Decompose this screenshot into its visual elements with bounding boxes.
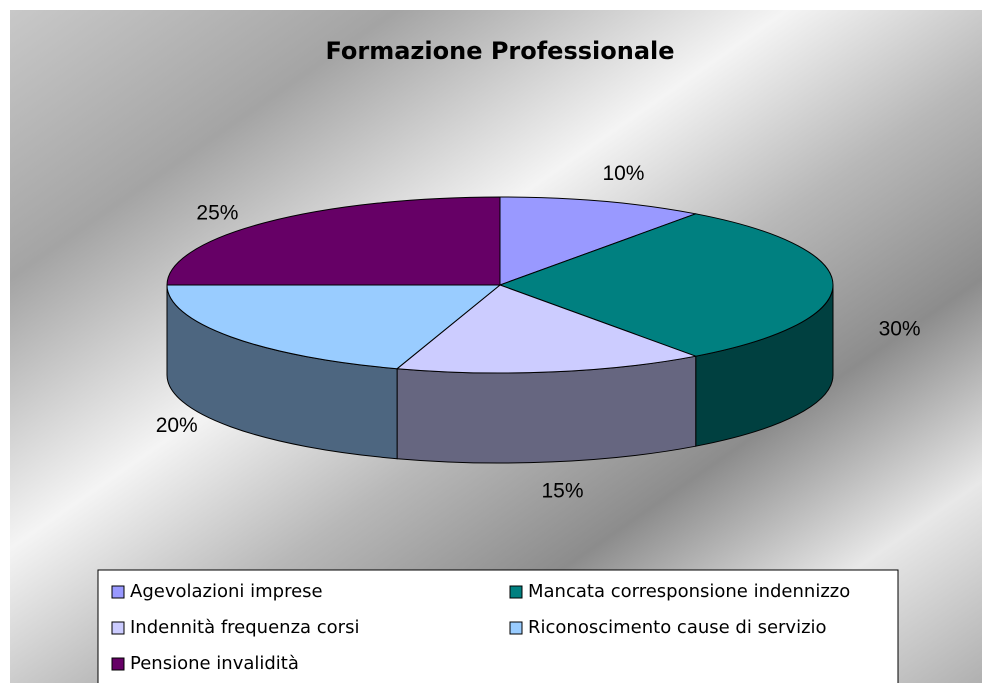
legend-label: Indennità frequenza corsi bbox=[130, 617, 359, 638]
legend-swatch bbox=[111, 621, 125, 635]
legend-label: Pensione invalidità bbox=[130, 653, 299, 674]
legend-box bbox=[97, 569, 899, 683]
legend-swatch bbox=[509, 585, 523, 599]
pie-slice bbox=[498, 213, 834, 357]
pie: 10% 30% 15% 20% 25% bbox=[156, 162, 921, 503]
legend-label: Riconoscimento cause di servizio bbox=[528, 617, 827, 638]
data-label: 25% bbox=[196, 202, 238, 225]
data-label: 20% bbox=[156, 414, 198, 437]
pie-slice bbox=[395, 284, 698, 374]
legend-swatch bbox=[111, 657, 125, 671]
legend-label: Agevolazioni imprese bbox=[130, 581, 323, 602]
chart-title: Formazione Professionale bbox=[325, 37, 674, 65]
legend-label: Mancata corresponsione indennizzo bbox=[528, 581, 850, 602]
data-label: 30% bbox=[879, 318, 921, 341]
pie-slice bbox=[166, 284, 502, 370]
legend-swatch bbox=[111, 585, 125, 599]
pie-slice bbox=[499, 196, 698, 286]
data-label: 10% bbox=[602, 162, 644, 185]
legend-swatch bbox=[509, 621, 523, 635]
pie-slice bbox=[166, 196, 501, 286]
data-label: 15% bbox=[541, 479, 583, 502]
legend: Agevolazioni imprese Mancata corresponsio… bbox=[111, 581, 850, 674]
